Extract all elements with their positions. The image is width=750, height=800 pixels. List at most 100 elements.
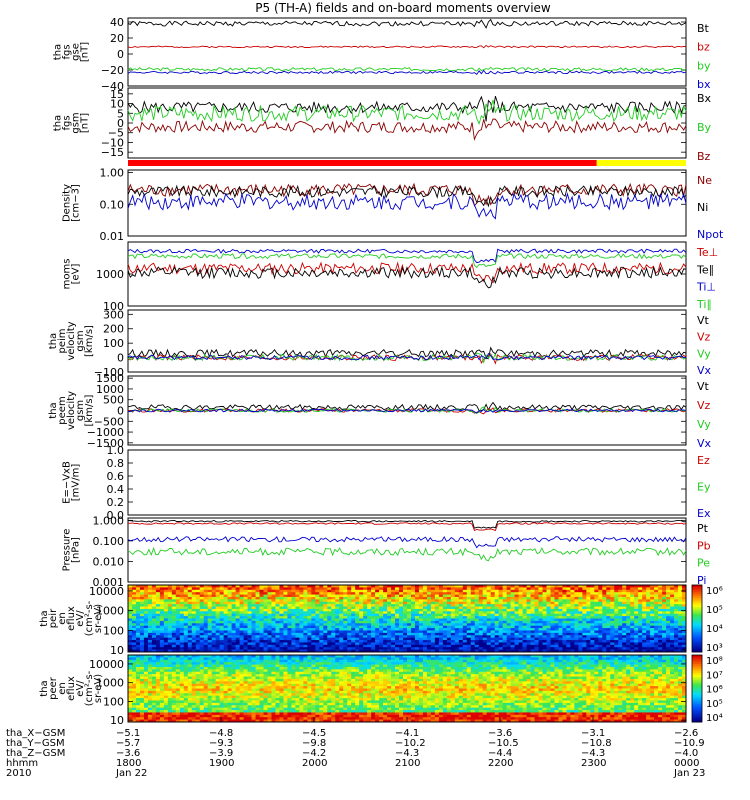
heatmap-cell bbox=[430, 592, 436, 595]
heatmap-cell bbox=[602, 596, 607, 600]
heatmap-cell bbox=[207, 705, 212, 708]
heatmap-cell bbox=[678, 608, 683, 612]
heatmap-cell bbox=[638, 616, 643, 619]
ylabel-line: [nT] bbox=[80, 113, 91, 133]
heatmap-cell bbox=[135, 669, 141, 673]
heatmap-cell bbox=[642, 623, 647, 626]
heatmap-cell bbox=[147, 611, 153, 615]
heatmap-cell bbox=[466, 649, 472, 653]
heatmap-cell bbox=[642, 644, 647, 648]
heatmap-cell bbox=[139, 671, 145, 675]
heatmap-cell bbox=[155, 592, 161, 595]
heatmap-cell bbox=[642, 616, 647, 619]
heatmap-cell bbox=[303, 599, 308, 603]
heatmap-cell bbox=[347, 604, 352, 607]
colorbar-segment bbox=[692, 627, 702, 631]
heatmap-cell bbox=[211, 587, 216, 591]
heatmap-cell bbox=[223, 676, 228, 680]
heatmap-cell bbox=[283, 649, 288, 653]
heatmap-cell bbox=[486, 604, 491, 607]
heatmap-cell bbox=[195, 585, 201, 588]
heatmap-cell bbox=[355, 620, 360, 624]
heatmap-cell bbox=[331, 644, 336, 648]
heatmap-cell bbox=[367, 632, 372, 636]
heatmap-cell bbox=[231, 664, 236, 668]
heatmap-cell bbox=[542, 625, 547, 629]
heatmap-cell bbox=[590, 618, 595, 622]
heatmap-cell bbox=[271, 592, 276, 595]
heatmap-cell bbox=[147, 608, 153, 612]
heatmap-cell bbox=[295, 587, 300, 591]
heatmap-cell bbox=[315, 594, 320, 598]
heatmap-cell bbox=[494, 647, 499, 650]
heatmap-cell bbox=[383, 606, 388, 610]
heatmap-cell bbox=[538, 618, 543, 622]
heatmap-cell bbox=[446, 632, 452, 636]
heatmap-cell bbox=[211, 669, 216, 673]
heatmap-cell bbox=[343, 625, 348, 629]
heatmap-cell bbox=[514, 585, 519, 588]
heatmap-cell bbox=[219, 676, 224, 680]
heatmap-cell bbox=[167, 719, 173, 723]
heatmap-cell bbox=[187, 666, 193, 670]
colorbar-segment bbox=[692, 587, 702, 590]
heatmap-cell bbox=[642, 628, 647, 631]
heatmap-cell bbox=[530, 623, 535, 626]
heatmap-cell bbox=[143, 589, 149, 593]
heatmap-cell bbox=[279, 601, 284, 605]
heatmap-cell bbox=[582, 637, 587, 641]
heatmap-cell bbox=[590, 630, 595, 634]
heatmap-cell bbox=[578, 594, 583, 598]
heatmap-cell bbox=[586, 616, 591, 619]
heatmap-cell bbox=[179, 671, 185, 675]
heatmap-cell bbox=[430, 637, 436, 641]
ytick-label: 0.10 bbox=[100, 198, 125, 211]
heatmap-cell bbox=[299, 616, 304, 619]
heatmap-cell bbox=[418, 647, 424, 650]
heatmap-cell bbox=[259, 628, 264, 631]
heatmap-cell bbox=[678, 611, 683, 615]
heatmap-cell bbox=[550, 613, 555, 617]
heatmap-cell bbox=[255, 618, 260, 622]
heatmap-cell bbox=[367, 599, 372, 603]
heatmap-cell bbox=[438, 601, 444, 605]
heatmap-cell bbox=[227, 594, 232, 598]
heatmap-cell bbox=[626, 630, 631, 634]
heatmap-cell bbox=[239, 613, 244, 617]
heatmap-cell bbox=[383, 625, 388, 629]
heatmap-cell bbox=[259, 635, 264, 638]
heatmap-cell bbox=[339, 613, 344, 617]
heatmap-cell bbox=[175, 620, 181, 624]
heatmap-cell bbox=[646, 620, 651, 624]
heatmap-cell bbox=[666, 594, 671, 598]
heatmap-cell bbox=[594, 620, 599, 624]
heatmap-cell bbox=[251, 592, 256, 595]
heatmap-cell bbox=[271, 635, 276, 638]
heatmap-cell bbox=[175, 601, 181, 605]
heatmap-cell bbox=[339, 630, 344, 634]
heatmap-cell bbox=[339, 608, 344, 612]
heatmap-cell bbox=[187, 695, 193, 699]
heatmap-cell bbox=[474, 642, 480, 646]
heatmap-cell bbox=[658, 635, 663, 638]
heatmap-cell bbox=[466, 642, 472, 646]
heatmap-cell bbox=[179, 678, 185, 682]
heatmap-cell bbox=[167, 705, 173, 708]
heatmap-cell bbox=[191, 601, 197, 605]
heatmap-cell bbox=[490, 589, 495, 593]
heatmap-cell bbox=[375, 596, 380, 600]
heatmap-cell bbox=[347, 623, 352, 626]
heatmap-cell bbox=[155, 688, 161, 692]
heatmap-cell bbox=[311, 608, 316, 612]
heatmap-cell bbox=[546, 589, 551, 593]
heatmap-cell bbox=[191, 688, 197, 692]
heatmap-cell bbox=[319, 630, 324, 634]
heatmap-cell bbox=[550, 632, 555, 636]
heatmap-cell bbox=[550, 647, 555, 650]
ytick-label: 1.00 bbox=[100, 167, 125, 180]
heatmap-cell bbox=[383, 628, 388, 631]
heatmap-cell bbox=[538, 632, 543, 636]
heatmap-cell bbox=[263, 644, 268, 648]
heatmap-cell bbox=[155, 705, 161, 708]
ytick-label: 0 bbox=[117, 48, 124, 61]
